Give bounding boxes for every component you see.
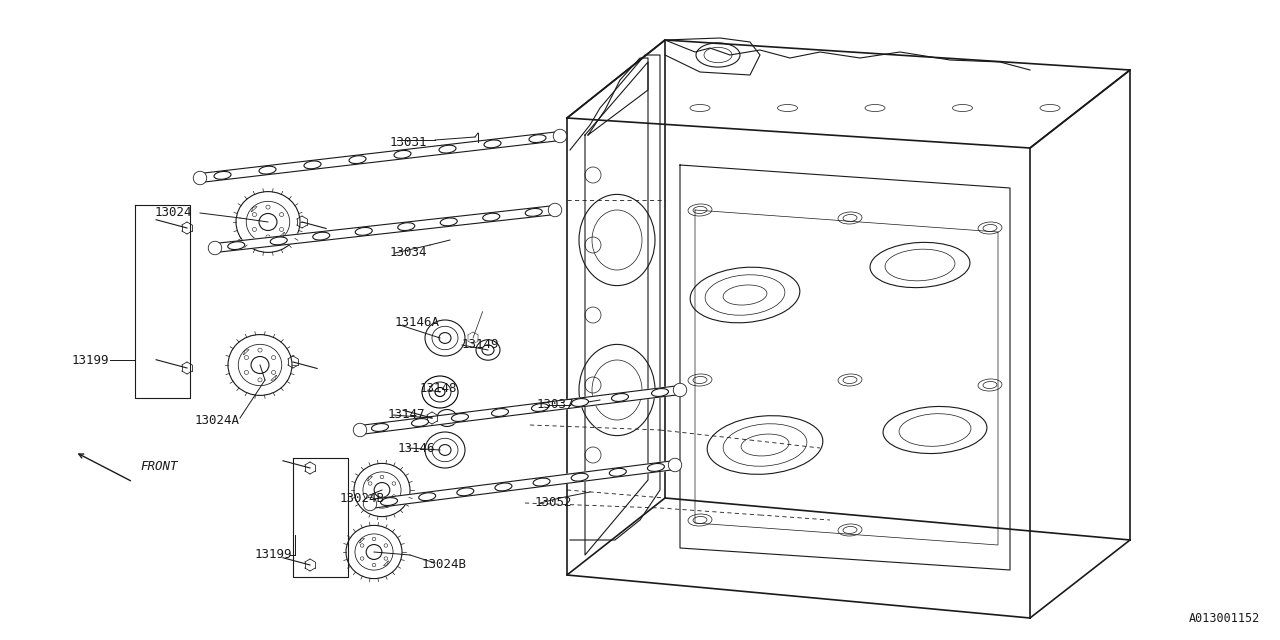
Ellipse shape: [532, 478, 550, 486]
Ellipse shape: [214, 172, 230, 179]
Text: 13024: 13024: [155, 207, 192, 220]
Ellipse shape: [353, 423, 367, 436]
Ellipse shape: [652, 388, 668, 396]
Ellipse shape: [531, 404, 549, 412]
Ellipse shape: [552, 206, 558, 214]
Polygon shape: [200, 132, 561, 182]
Ellipse shape: [648, 463, 664, 472]
Ellipse shape: [411, 419, 429, 426]
Text: 13037: 13037: [538, 399, 575, 412]
Text: 13031: 13031: [390, 136, 428, 150]
Ellipse shape: [371, 424, 389, 431]
Ellipse shape: [356, 227, 372, 236]
Polygon shape: [370, 461, 676, 508]
Text: 13024B: 13024B: [340, 492, 385, 504]
Ellipse shape: [673, 383, 687, 397]
Ellipse shape: [228, 242, 244, 250]
Ellipse shape: [425, 432, 465, 468]
Text: 13148: 13148: [420, 381, 457, 394]
Ellipse shape: [484, 140, 500, 148]
Polygon shape: [215, 205, 556, 252]
Text: 13146A: 13146A: [396, 317, 440, 330]
Ellipse shape: [529, 134, 547, 143]
Text: 13199: 13199: [255, 548, 293, 561]
Ellipse shape: [364, 497, 376, 511]
Ellipse shape: [193, 172, 207, 185]
Ellipse shape: [312, 232, 330, 240]
Text: 13024A: 13024A: [195, 413, 241, 426]
Ellipse shape: [452, 413, 468, 422]
Text: 13024B: 13024B: [422, 559, 467, 572]
Ellipse shape: [380, 498, 398, 506]
Text: A013001152: A013001152: [1189, 612, 1260, 625]
Ellipse shape: [259, 166, 276, 174]
Ellipse shape: [209, 241, 221, 255]
Ellipse shape: [672, 461, 678, 468]
Ellipse shape: [211, 244, 219, 252]
Ellipse shape: [270, 237, 287, 244]
Text: 13146: 13146: [398, 442, 435, 454]
Text: FRONT: FRONT: [140, 461, 178, 474]
Ellipse shape: [557, 132, 563, 140]
Ellipse shape: [571, 399, 589, 406]
Ellipse shape: [394, 150, 411, 158]
Ellipse shape: [439, 145, 456, 153]
Ellipse shape: [553, 129, 567, 143]
Ellipse shape: [612, 394, 628, 401]
Polygon shape: [360, 385, 681, 435]
Ellipse shape: [366, 500, 374, 508]
Text: 13199: 13199: [72, 353, 110, 367]
Ellipse shape: [419, 493, 435, 500]
Text: 13149: 13149: [462, 339, 499, 351]
Ellipse shape: [571, 473, 589, 481]
Ellipse shape: [356, 426, 364, 434]
Ellipse shape: [398, 223, 415, 230]
Ellipse shape: [525, 209, 543, 216]
Text: 13147: 13147: [388, 408, 425, 422]
Ellipse shape: [349, 156, 366, 164]
Ellipse shape: [422, 376, 458, 408]
Text: 13052: 13052: [535, 497, 572, 509]
Ellipse shape: [483, 213, 499, 221]
Ellipse shape: [303, 161, 321, 169]
Ellipse shape: [668, 458, 682, 472]
Text: 13034: 13034: [390, 246, 428, 259]
Ellipse shape: [548, 204, 562, 217]
Ellipse shape: [425, 320, 465, 356]
Ellipse shape: [196, 174, 204, 182]
Ellipse shape: [609, 468, 626, 476]
Ellipse shape: [676, 387, 684, 394]
Ellipse shape: [492, 408, 508, 417]
Ellipse shape: [440, 218, 457, 226]
Ellipse shape: [495, 483, 512, 491]
Ellipse shape: [457, 488, 474, 496]
